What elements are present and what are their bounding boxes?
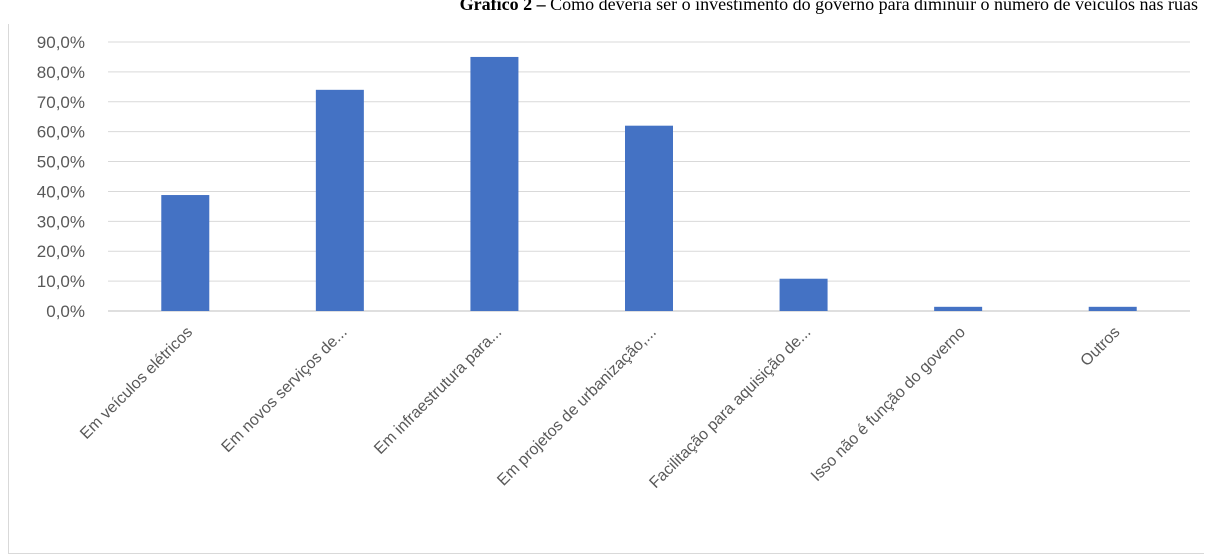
bar [470, 56, 519, 311]
bar [779, 278, 828, 311]
y-tick-label: 50,0% [37, 153, 85, 172]
bar [1088, 306, 1137, 311]
bar [161, 195, 210, 311]
caption-text: Como deveria ser o investimento do gover… [545, 0, 1198, 14]
y-tick-label: 70,0% [37, 93, 85, 112]
x-category-label: Em novos serviços de... [219, 324, 351, 456]
caption-label: Gráfico 2 – [459, 0, 546, 14]
x-category-label: Facilitação para aquisição de... [646, 324, 814, 492]
chart-frame [8, 24, 1204, 554]
y-tick-label: 90,0% [37, 33, 85, 52]
x-category-label: Em projetos de urbanização,... [494, 324, 659, 489]
y-tick-label: 10,0% [37, 272, 85, 291]
bar [934, 306, 983, 311]
chart-caption: Gráfico 2 – Como deveria ser o investime… [0, 0, 1206, 15]
bar [315, 89, 364, 311]
x-category-label: Outros [1078, 324, 1124, 370]
y-tick-label: 40,0% [37, 182, 85, 201]
y-tick-label: 60,0% [37, 123, 85, 142]
y-tick-label: 80,0% [37, 63, 85, 82]
y-tick-label: 0,0% [46, 302, 85, 321]
y-tick-label: 30,0% [37, 212, 85, 231]
x-category-label: Em infraestrutura para... [371, 324, 505, 458]
y-tick-label: 20,0% [37, 242, 85, 261]
x-category-label: Em veículos elétricos [77, 324, 196, 443]
x-category-label: Isso não é função do governo [808, 324, 969, 485]
bar [625, 125, 673, 311]
